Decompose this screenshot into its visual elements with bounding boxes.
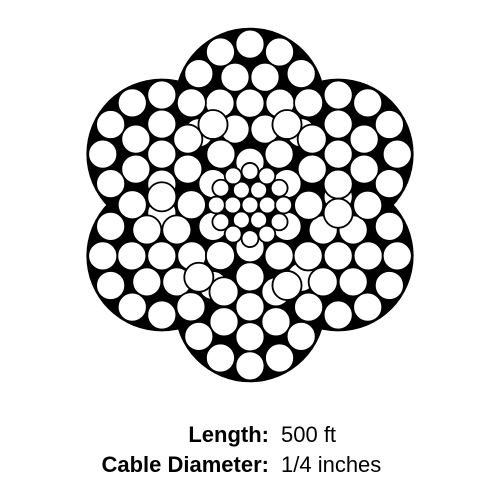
spec-label-length: Length: — [89, 422, 269, 448]
spec-row: Length: 500 ft — [0, 422, 500, 448]
wire-rope-svg — [50, 5, 450, 405]
spec-table: Length: 500 ft Cable Diameter: 1/4 inche… — [0, 410, 500, 482]
cable-diagram — [0, 0, 500, 410]
spec-value-diameter: 1/4 inches — [281, 452, 411, 478]
spec-value-length: 500 ft — [281, 422, 411, 448]
spec-row: Cable Diameter: 1/4 inches — [0, 452, 500, 478]
spec-label-diameter: Cable Diameter: — [89, 452, 269, 478]
